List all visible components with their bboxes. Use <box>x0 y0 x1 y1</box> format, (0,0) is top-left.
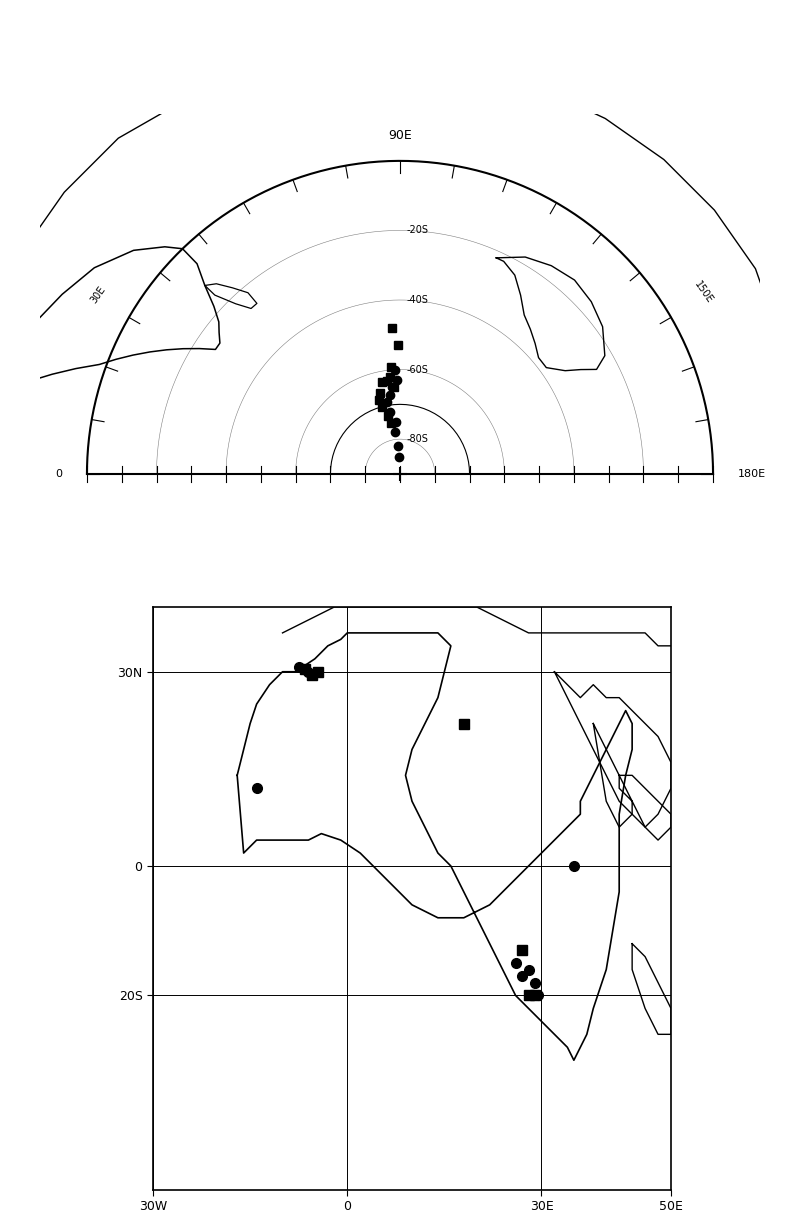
Text: 90E: 90E <box>388 129 412 142</box>
Text: -20S: -20S <box>406 226 428 236</box>
Text: 150E: 150E <box>693 279 715 305</box>
Text: -80S: -80S <box>406 435 428 444</box>
Text: -60S: -60S <box>406 364 428 375</box>
Text: 30E: 30E <box>89 284 107 305</box>
Text: 0: 0 <box>55 469 62 478</box>
Text: 180E: 180E <box>738 469 766 478</box>
Text: -40S: -40S <box>406 295 428 305</box>
